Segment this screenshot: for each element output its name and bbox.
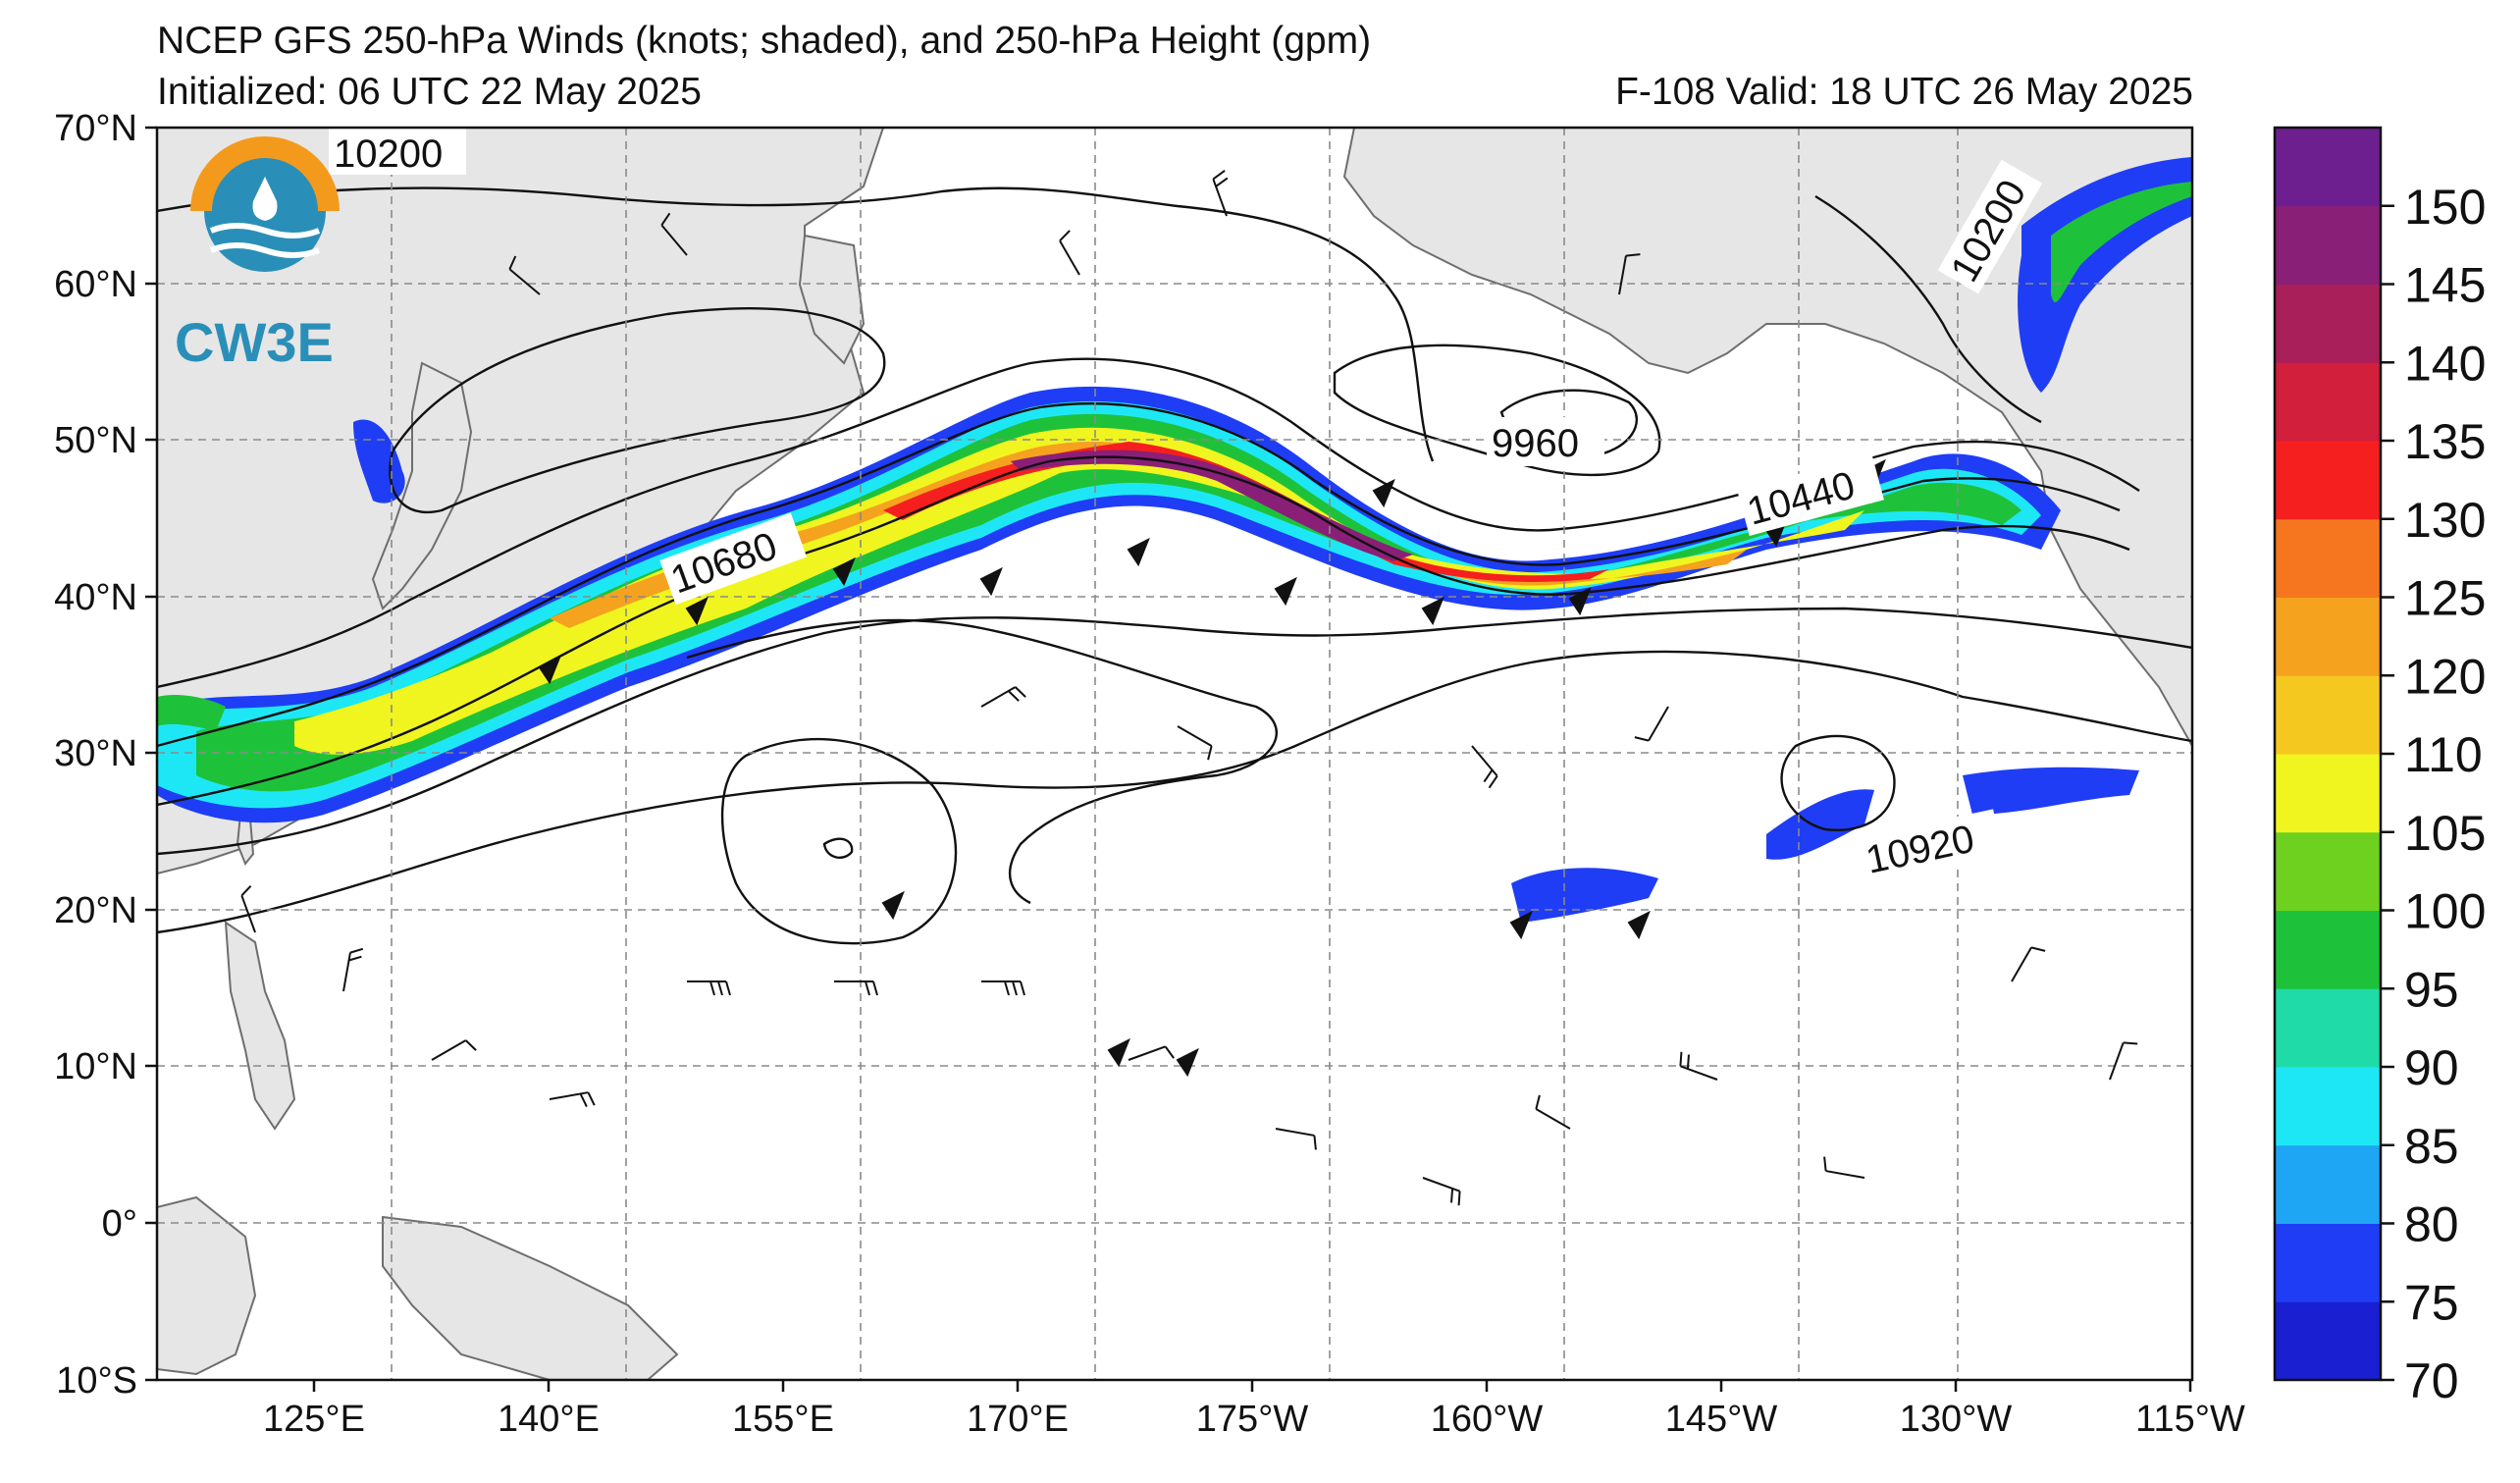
colorbar-segment (2275, 205, 2381, 285)
lon-label: 160°W (1431, 1399, 1544, 1440)
lon-label: 130°W (1900, 1399, 2013, 1440)
lon-label: 155°E (732, 1399, 834, 1440)
initialized-time: Initialized: 06 UTC 22 May 2025 (157, 71, 702, 113)
colorbar-segment (2275, 362, 2381, 442)
colorbar-tick-label: 90 (2404, 1040, 2459, 1095)
colorbar-segment (2275, 1223, 2381, 1302)
lat-label: 50°N (54, 420, 137, 461)
colorbar-segment (2275, 675, 2381, 755)
colorbar-segment (2275, 1301, 2381, 1381)
longitude-labels: 125°E 140°E 155°E 170°E 175°W 160°W 145°… (263, 1399, 2245, 1440)
height-contours (157, 186, 2192, 945)
cw3e-logo: CW3E (175, 136, 340, 373)
lon-label: 125°E (263, 1399, 365, 1440)
lat-label: 40°N (54, 577, 137, 618)
colorbar-segment (2275, 1067, 2381, 1146)
lat-label: 10°N (54, 1046, 137, 1087)
colorbar-tick-label: 105 (2404, 806, 2486, 861)
lat-label: 60°N (54, 264, 137, 305)
lat-label: 30°N (54, 733, 137, 774)
colorbar-segment (2275, 910, 2381, 989)
colorbar-tick-label: 150 (2404, 180, 2486, 235)
colorbar-segment (2275, 284, 2381, 363)
chart-title: NCEP GFS 250-hPa Winds (knots; shaded), … (157, 20, 1372, 62)
axis-ticks (145, 126, 2192, 1392)
lat-label: 20°N (54, 890, 137, 931)
lat-label: 0° (102, 1203, 137, 1245)
colorbar-segment (2275, 441, 2381, 520)
logo-text: CW3E (175, 311, 334, 373)
lon-label: 175°W (1196, 1399, 1309, 1440)
wind-barbs (240, 170, 2138, 1206)
colorbar-segment (2275, 988, 2381, 1068)
colorbar-tick-label: 100 (2404, 884, 2486, 939)
colorbar-segment (2275, 128, 2381, 207)
contour-label-9960: 9960 (1492, 422, 1579, 465)
colorbar-tick-label: 135 (2404, 414, 2486, 469)
colorbar-tick-label: 125 (2404, 571, 2486, 626)
lon-label: 145°W (1665, 1399, 1778, 1440)
colorbar-tick-label: 70 (2404, 1353, 2459, 1408)
colorbar-tick-label: 145 (2404, 258, 2486, 313)
colorbar-tick-label: 130 (2404, 493, 2486, 548)
lon-label: 140°E (498, 1399, 600, 1440)
colorbar-tick-label: 95 (2404, 962, 2459, 1017)
colorbar-segment (2275, 1144, 2381, 1224)
colorbar-segment (2275, 831, 2381, 911)
colorbar-tick-label: 140 (2404, 336, 2486, 391)
colorbar-tick-label: 85 (2404, 1119, 2459, 1174)
latitude-labels: 70°N 60°N 50°N 40°N 30°N 20°N 10°N 0° 10… (54, 108, 137, 1402)
valid-time: F-108 Valid: 18 UTC 26 May 2025 (1615, 71, 2193, 113)
lon-label: 115°W (2135, 1399, 2245, 1440)
gridlines (157, 128, 2192, 1380)
colorbar-tick-label: 80 (2404, 1197, 2459, 1252)
colorbar-segment (2275, 518, 2381, 598)
colorbar: 70 75 80 85 90 95 100 105 110 120 125 130 135 140 145 1… (2273, 126, 2486, 1408)
contour-label-10200-west: 10200 (334, 132, 443, 176)
colorbar-tick-label: 120 (2404, 649, 2486, 704)
colorbar-tick-label: 75 (2404, 1275, 2459, 1330)
lat-label: 70°N (54, 108, 137, 149)
colorbar-tick-label: 110 (2404, 727, 2483, 782)
lat-label: 10°S (56, 1360, 137, 1402)
colorbar-segment (2275, 754, 2381, 833)
colorbar-segment (2275, 597, 2381, 676)
lon-label: 170°E (967, 1399, 1069, 1440)
